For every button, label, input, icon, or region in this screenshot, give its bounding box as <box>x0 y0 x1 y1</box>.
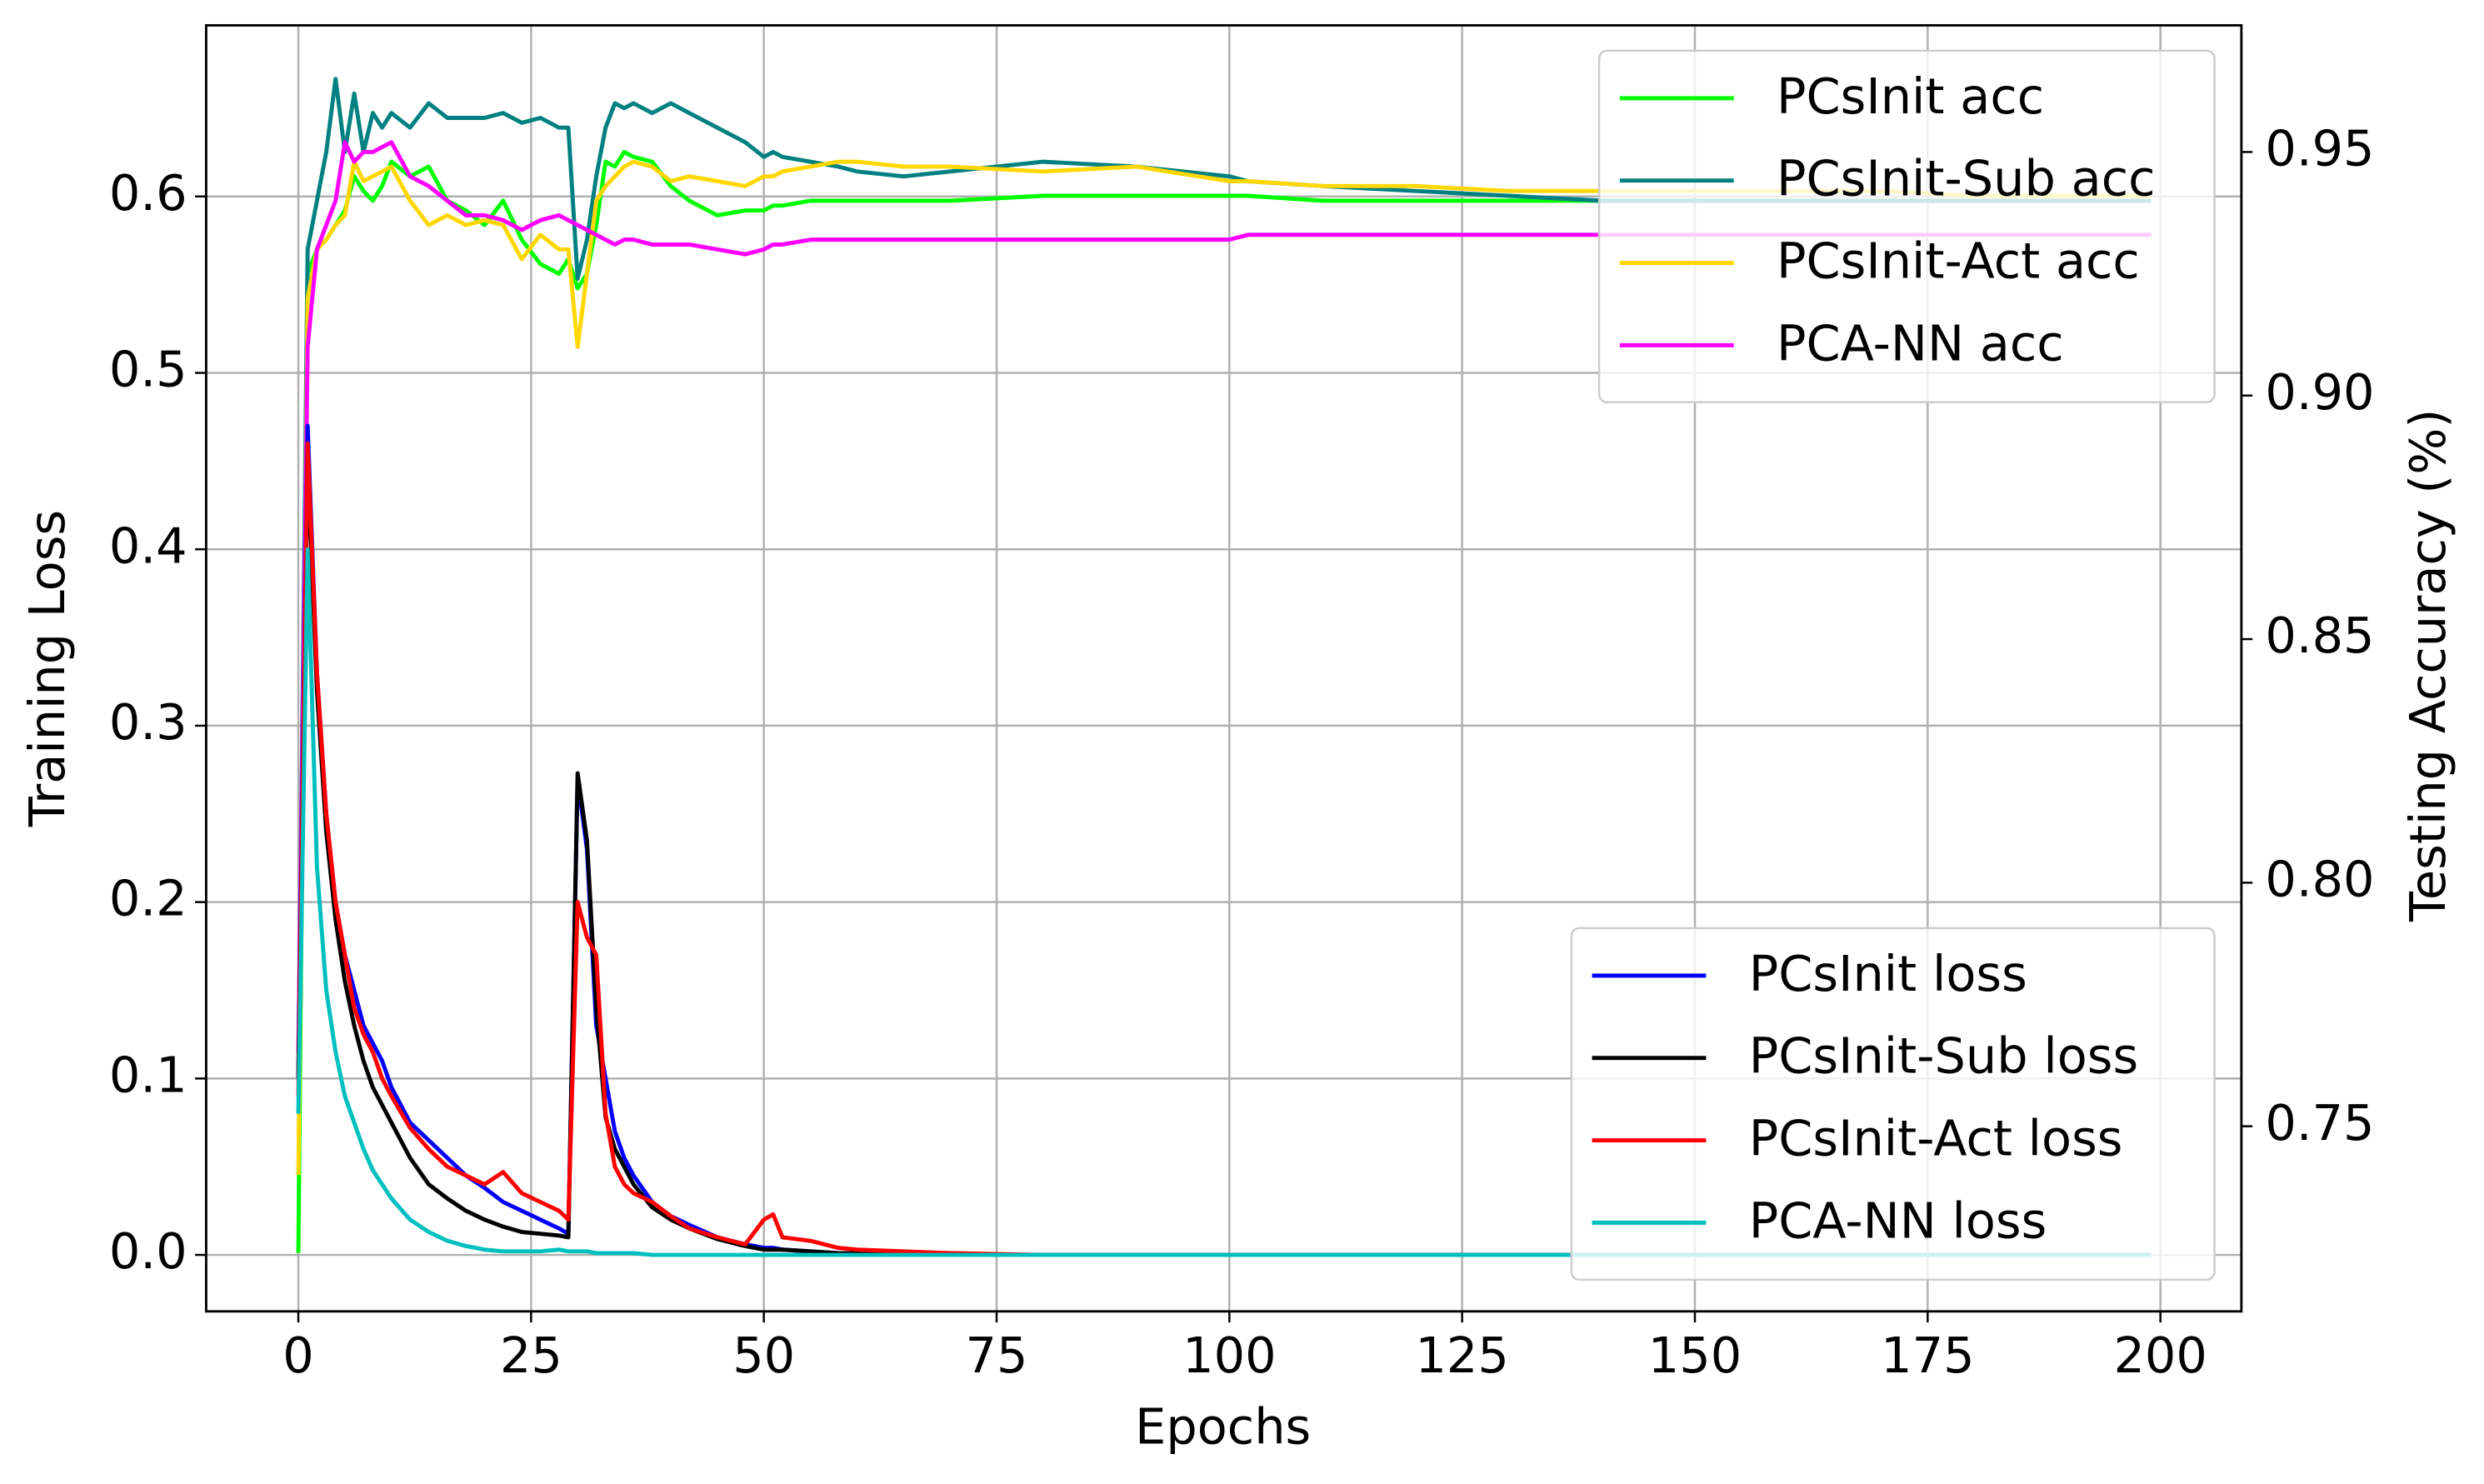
y-tick-label: 0.2 <box>109 870 187 927</box>
legend-label: PCsInit-Sub acc <box>1777 150 2155 207</box>
series-line <box>296 159 2152 1176</box>
x-axis-label: Epochs <box>1135 1397 1311 1455</box>
legend-label: PCsInit-Act loss <box>1749 1110 2123 1167</box>
x-tick-label: 50 <box>732 1327 795 1384</box>
y-tick-label: 0.3 <box>109 693 187 751</box>
legend-box <box>1597 49 2216 404</box>
y2-tick-label: 0.80 <box>2265 850 2374 907</box>
lines <box>296 77 2152 1257</box>
y-axis-label: Training Loss <box>18 510 76 827</box>
legend-label: PCsInit acc <box>1777 67 2044 125</box>
y-tick-label: 0.4 <box>109 517 187 574</box>
x-tick-label: 75 <box>966 1327 1028 1384</box>
series-line <box>296 547 2152 1257</box>
x-tick-label: 200 <box>2113 1327 2207 1384</box>
y-tick-label: 0.1 <box>109 1046 187 1103</box>
x-tick-label: 125 <box>1415 1327 1508 1384</box>
legend-label: PCsInit-Sub loss <box>1749 1027 2138 1085</box>
legend-box <box>1570 927 2216 1282</box>
series-line <box>296 149 2152 1253</box>
x-tick-label: 150 <box>1648 1327 1742 1384</box>
y-tick-label: 0.5 <box>109 341 187 398</box>
legend-label: PCsInit-Act acc <box>1777 232 2140 290</box>
y2-tick-label: 0.95 <box>2265 120 2374 177</box>
legend-label: PCA-NN acc <box>1777 314 2064 372</box>
series-line <box>296 140 2152 1053</box>
x-tick-label: 0 <box>282 1327 313 1384</box>
y-tick-label: 0.6 <box>109 164 187 222</box>
y-tick-label: 0.0 <box>109 1222 187 1280</box>
y2-tick-label: 0.75 <box>2265 1094 2374 1152</box>
legends: PCsInit acc PCsInit-Sub acc PCsInit-Act ac… <box>1570 49 2216 1282</box>
legend-label: PCA-NN loss <box>1749 1192 2047 1249</box>
x-tick-label: 25 <box>500 1327 562 1384</box>
ticks: 0 25 50 75 100 125 150 175 200 0.0 0.1 0.2 0.3 0.4 0.5… <box>109 120 2375 1384</box>
y2-tick-label: 0.90 <box>2265 363 2374 421</box>
x-tick-label: 100 <box>1182 1327 1276 1384</box>
y2-axis-label: Testing Accuracy (%) <box>2399 409 2457 922</box>
y2-tick-label: 0.85 <box>2265 607 2374 664</box>
legend-label: PCsInit loss <box>1749 945 2027 1002</box>
x-tick-label: 175 <box>1881 1327 1974 1384</box>
plot-frame <box>204 23 2243 1313</box>
